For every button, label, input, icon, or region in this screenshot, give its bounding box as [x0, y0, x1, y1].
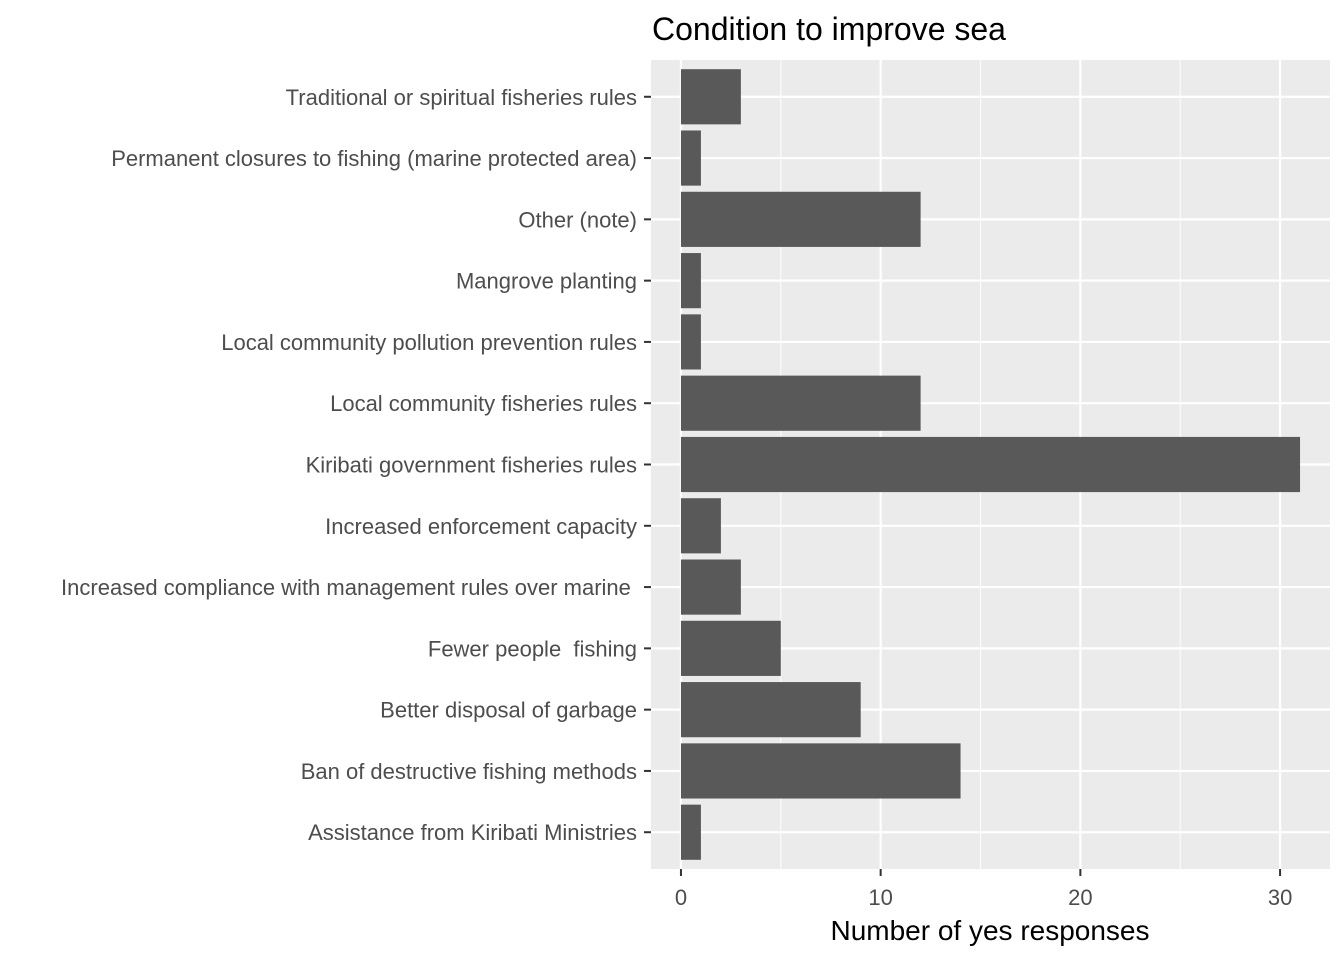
y-tick-label: Mangrove planting: [456, 269, 637, 294]
bar: [680, 498, 721, 554]
bar: [680, 436, 1301, 493]
x-tick-label: 30: [1268, 885, 1292, 910]
x-tick-label: 20: [1068, 885, 1092, 910]
bar: [680, 191, 921, 247]
chart-title: Condition to improve sea: [652, 11, 1006, 47]
y-tick-label: Increased compliance with management rul…: [61, 575, 637, 600]
bars: [680, 69, 1301, 860]
grid-major: [651, 60, 1330, 869]
x-tick-label: 0: [675, 885, 687, 910]
y-tick-label: Fewer people fishing: [428, 636, 637, 661]
bar: [680, 69, 741, 125]
bar: [680, 804, 701, 860]
bar: [680, 314, 701, 370]
bar: [680, 682, 861, 738]
bar: [680, 743, 961, 799]
y-axis: Traditional or spiritual fisheries rules…: [61, 85, 651, 845]
bar: [680, 620, 781, 676]
x-axis-title: Number of yes responses: [830, 915, 1149, 946]
y-tick-label: Local community fisheries rules: [330, 391, 637, 416]
x-axis: 0 10 20 30: [675, 869, 1292, 910]
x-tick-label: 10: [868, 885, 892, 910]
y-tick-label: Better disposal of garbage: [380, 698, 637, 723]
y-tick-label: Increased enforcement capacity: [325, 514, 637, 539]
bar: [680, 253, 701, 309]
y-tick-label: Traditional or spiritual fisheries rules: [286, 85, 637, 110]
y-tick-label: Ban of destructive fishing methods: [301, 759, 637, 784]
bar: [680, 559, 741, 615]
y-tick-label: Permanent closures to fishing (marine pr…: [111, 146, 637, 171]
bar: [680, 375, 921, 431]
y-tick-label: Other (note): [518, 207, 637, 232]
y-tick-label: Kiribati government fisheries rules: [306, 453, 637, 478]
y-tick-label: Local community pollution prevention rul…: [221, 330, 637, 355]
y-tick-label: Assistance from Kiribati Ministries: [308, 820, 637, 845]
bar: [680, 130, 701, 186]
